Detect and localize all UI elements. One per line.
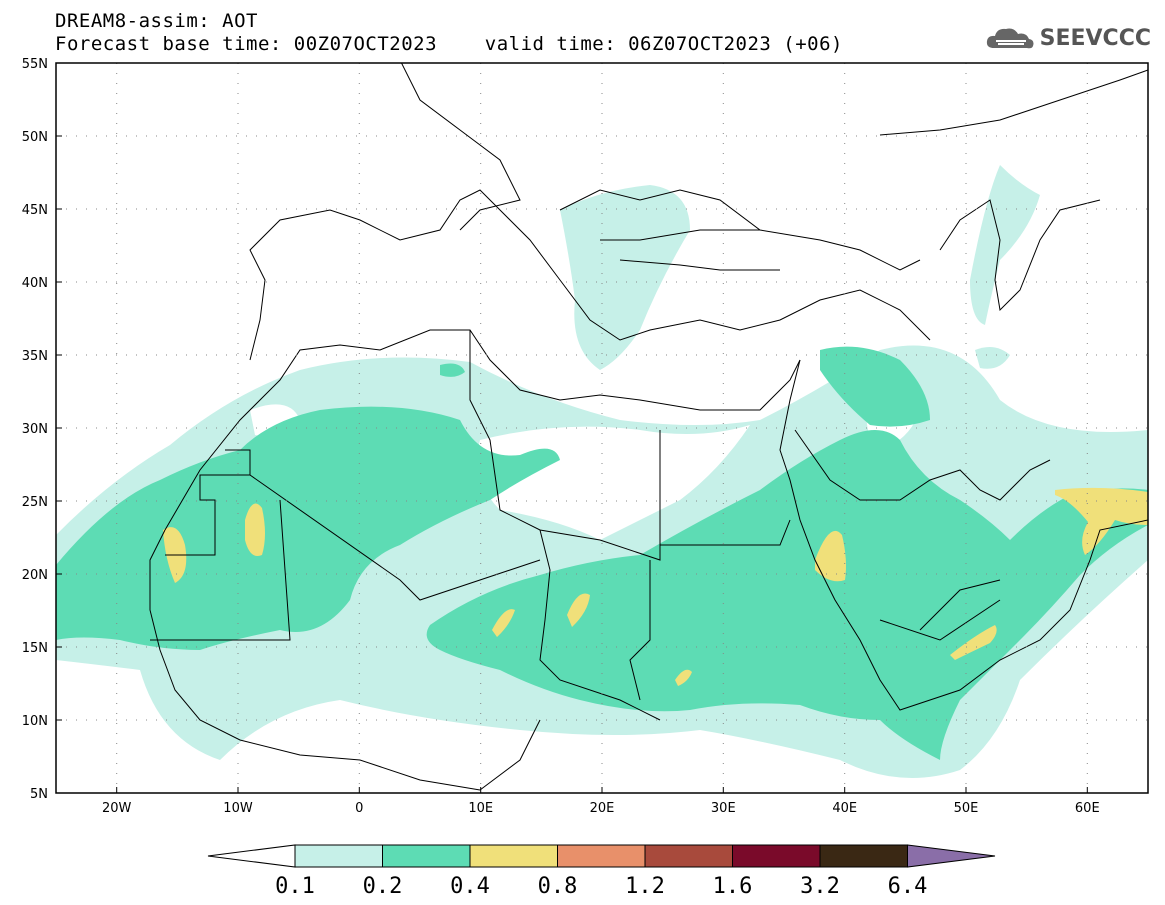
coastlines bbox=[149, 63, 1148, 791]
lon-label: 10E bbox=[468, 801, 493, 816]
axis-ticks bbox=[56, 62, 1088, 794]
aot-field bbox=[56, 63, 1148, 793]
lat-label: 15N bbox=[22, 641, 48, 656]
aot-0.2-0.4-region bbox=[56, 346, 1148, 760]
lat-label: 10N bbox=[22, 714, 48, 729]
lon-label: 20W bbox=[102, 801, 132, 816]
lat-label: 45N bbox=[22, 203, 48, 218]
chart-title: DREAM8-assim: AOT bbox=[55, 10, 258, 32]
lon-label: 20E bbox=[590, 801, 615, 816]
longitude-labels: 20W 10W 0 10E 20E 30E 40E 50E 60E bbox=[102, 801, 1100, 816]
lon-label: 0 bbox=[355, 801, 363, 816]
cloud-icon bbox=[986, 28, 1034, 49]
forecast-times: Forecast base time: 00Z07OCT2023 valid t… bbox=[55, 33, 843, 55]
logo-text: SEEVCCC bbox=[1039, 25, 1151, 51]
lon-label: 30E bbox=[711, 801, 736, 816]
seevccc-logo: SEEVCCC bbox=[984, 24, 1151, 52]
latitude-labels: 55N 50N 45N 40N 35N 30N 25N 20N 15N 10N … bbox=[22, 57, 48, 802]
lat-label: 35N bbox=[22, 349, 48, 364]
lat-label: 40N bbox=[22, 276, 48, 291]
lat-label: 30N bbox=[22, 422, 48, 437]
lon-label: 10W bbox=[223, 801, 253, 816]
lon-label: 60E bbox=[1075, 801, 1100, 816]
lat-label: 25N bbox=[22, 495, 48, 510]
lat-label: 50N bbox=[22, 130, 48, 145]
lat-label: 20N bbox=[22, 568, 48, 583]
lon-label: 50E bbox=[954, 801, 979, 816]
graticule bbox=[56, 63, 1148, 793]
lat-label: 5N bbox=[30, 787, 48, 802]
lon-label: 40E bbox=[832, 801, 857, 816]
lat-label: 55N bbox=[22, 57, 48, 72]
